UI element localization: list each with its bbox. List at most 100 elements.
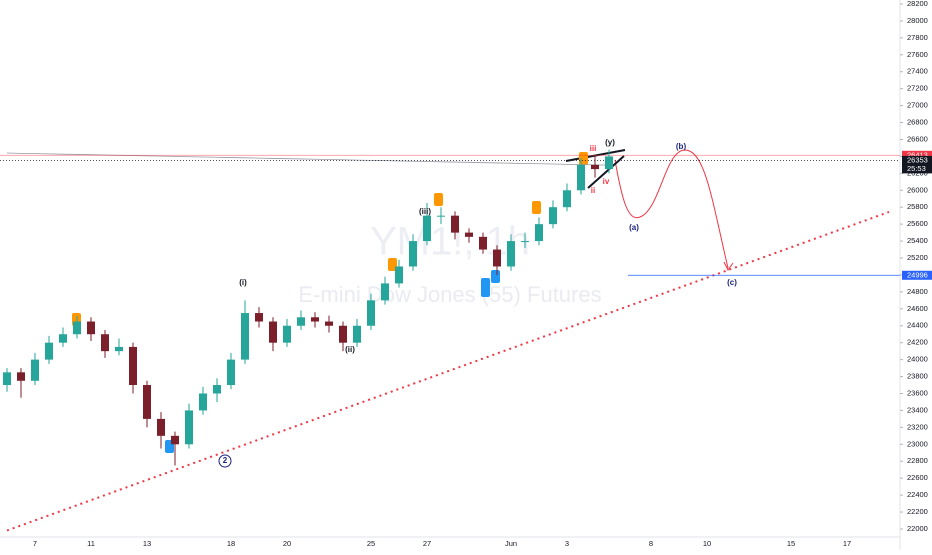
x-tick-label: 13	[143, 539, 151, 548]
price-label-bg	[902, 270, 932, 280]
wave-label: 2	[223, 456, 228, 465]
signal-marker	[532, 201, 541, 214]
y-tick-label: 26800	[907, 118, 928, 127]
price-label: 24996	[907, 270, 928, 279]
signal-marker	[579, 152, 588, 165]
candle-body	[143, 385, 151, 419]
candle-body	[395, 266, 403, 284]
y-tick-label: 23800	[907, 372, 928, 381]
x-tick-label: 20	[283, 539, 291, 548]
candle-body	[311, 317, 319, 322]
candle-body	[437, 215, 445, 217]
candle-body	[129, 346, 137, 386]
candle-body	[451, 215, 459, 233]
x-tick-label: 15	[787, 539, 795, 548]
candle-body	[549, 207, 557, 225]
trendline	[6, 211, 890, 532]
candle-body	[31, 359, 39, 381]
wave-label: (b)	[676, 142, 687, 151]
candle-body	[45, 342, 53, 360]
candle-body	[325, 321, 333, 326]
x-tick-label: 27	[423, 539, 431, 548]
price-label-bg	[902, 150, 932, 160]
wave-label: (ii)	[345, 345, 355, 354]
candle-body	[521, 241, 529, 243]
x-tick-label: 3	[565, 539, 569, 548]
candle-body	[185, 410, 193, 445]
candle-body	[171, 435, 179, 445]
price-label-bg	[902, 155, 932, 165]
candle-body	[87, 321, 95, 335]
signal-marker	[434, 193, 443, 206]
candle-body	[423, 215, 431, 242]
candle-body	[115, 346, 123, 352]
wave-label: ii	[591, 186, 595, 195]
candle-body	[381, 283, 389, 301]
x-tick-label: 17	[843, 539, 851, 548]
y-tick-label: 22200	[907, 507, 928, 516]
y-tick-label: 24600	[907, 304, 928, 313]
countdown: 25:53	[907, 164, 926, 173]
signal-marker	[481, 278, 490, 297]
x-tick-label: 7	[33, 539, 37, 548]
y-tick-label: 28000	[907, 16, 928, 25]
candle-body	[283, 325, 291, 343]
y-tick-label: 23200	[907, 422, 928, 431]
price-label: 26353	[907, 155, 928, 164]
x-tick-label: 18	[227, 539, 235, 548]
candle-body	[213, 385, 221, 394]
candle-body	[157, 418, 165, 436]
y-tick-label: 27800	[907, 33, 928, 42]
candle-body	[591, 164, 599, 170]
x-tick-label: Jun	[505, 539, 517, 548]
wave-circle	[218, 454, 232, 468]
candle-body	[465, 232, 473, 237]
candle-body	[409, 241, 417, 267]
y-tick-label: 22000	[907, 524, 928, 533]
wedge-line	[587, 155, 625, 189]
candle-body	[269, 321, 277, 343]
wave-label: (c)	[727, 278, 737, 287]
candle-body	[493, 249, 501, 267]
candle-body	[255, 313, 263, 322]
y-tick-label: 24800	[907, 287, 928, 296]
chart-subtitle: E-mini Dow Jones (55) Futures	[298, 282, 601, 307]
y-tick-label: 27200	[907, 84, 928, 93]
y-tick-label: 22600	[907, 473, 928, 482]
watermark: YM1!, 1h E-mini Dow Jones (55) Futures	[298, 220, 601, 307]
candle-body	[367, 300, 375, 326]
y-tick-label: 26600	[907, 134, 928, 143]
candle-body	[577, 164, 585, 191]
countdown-bg	[902, 164, 932, 174]
y-tick-label: 24200	[907, 338, 928, 347]
y-tick-label: 25800	[907, 202, 928, 211]
candle-body	[73, 321, 81, 335]
candle-body	[507, 241, 515, 267]
wave-label: iii	[590, 144, 597, 153]
y-tick-label: 25600	[907, 219, 928, 228]
candle-body	[563, 190, 571, 208]
y-tick-label: 27400	[907, 67, 928, 76]
signal-marker	[491, 270, 500, 283]
chart-title: YM1!, 1h	[370, 220, 530, 264]
y-tick-label: 23000	[907, 439, 928, 448]
y-tick-label: 24400	[907, 321, 928, 330]
candle-body	[101, 334, 109, 352]
wave-label: (iii)	[419, 207, 431, 216]
candle-body	[199, 393, 207, 411]
projection-curve	[614, 149, 729, 269]
price-label: 26413	[907, 150, 928, 159]
y-tick-label: 28200	[907, 0, 928, 8]
candle-body	[17, 372, 25, 381]
candle-body	[241, 313, 249, 360]
wave-label: iv	[603, 177, 610, 186]
signal-marker	[388, 258, 397, 271]
candle-body	[3, 372, 11, 386]
candle-body	[353, 325, 361, 343]
y-tick-label: 26000	[907, 185, 928, 194]
projection-arrow	[723, 261, 734, 271]
wave-label: (y)	[605, 138, 615, 147]
candle-body	[339, 325, 347, 343]
